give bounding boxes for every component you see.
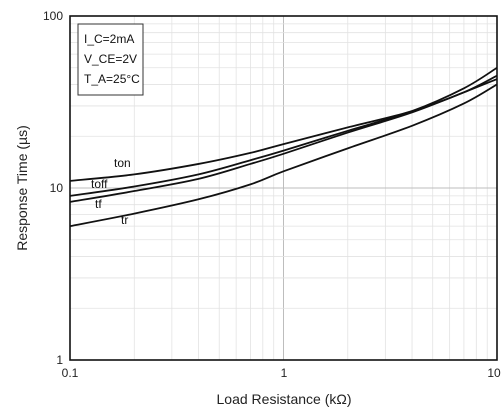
x-tick-label-1: 1 [281, 366, 288, 380]
tick-labels: 100 10 1 0.1 1 10 [43, 9, 501, 380]
y-tick-label-1: 1 [56, 353, 63, 367]
condition-ic: I_C=2mA [84, 32, 134, 46]
series-label-ton: ton [114, 156, 131, 170]
series-labels: ton toff tf tr [91, 156, 131, 227]
series-label-tf: tf [95, 197, 102, 211]
axis-titles: Load Resistance (kΩ) Response Time (µs) [14, 125, 351, 407]
y-axis-title: Response Time (µs) [14, 125, 30, 251]
x-tick-label-10: 10 [487, 366, 501, 380]
series-line-tf [69, 78, 498, 203]
y-tick-label-10: 10 [50, 181, 64, 195]
conditions-box-frame [77, 23, 144, 96]
condition-vce: V_CE=2V [84, 52, 137, 66]
series-line-tr [69, 83, 498, 228]
grid [70, 16, 497, 360]
condition-ta: T_A=25°C [84, 72, 140, 86]
conditions-box: I_C=2mA V_CE=2V T_A=25°C [77, 23, 144, 96]
series-label-tr: tr [121, 213, 128, 227]
x-tick-label-0-1: 0.1 [62, 366, 79, 380]
y-tick-label-100: 100 [43, 9, 63, 23]
x-axis-title: Load Resistance (kΩ) [217, 391, 352, 407]
series-line-toff [69, 67, 498, 197]
series-group [69, 67, 498, 228]
plot-frame [69, 15, 498, 361]
series-label-toff: toff [91, 177, 108, 191]
